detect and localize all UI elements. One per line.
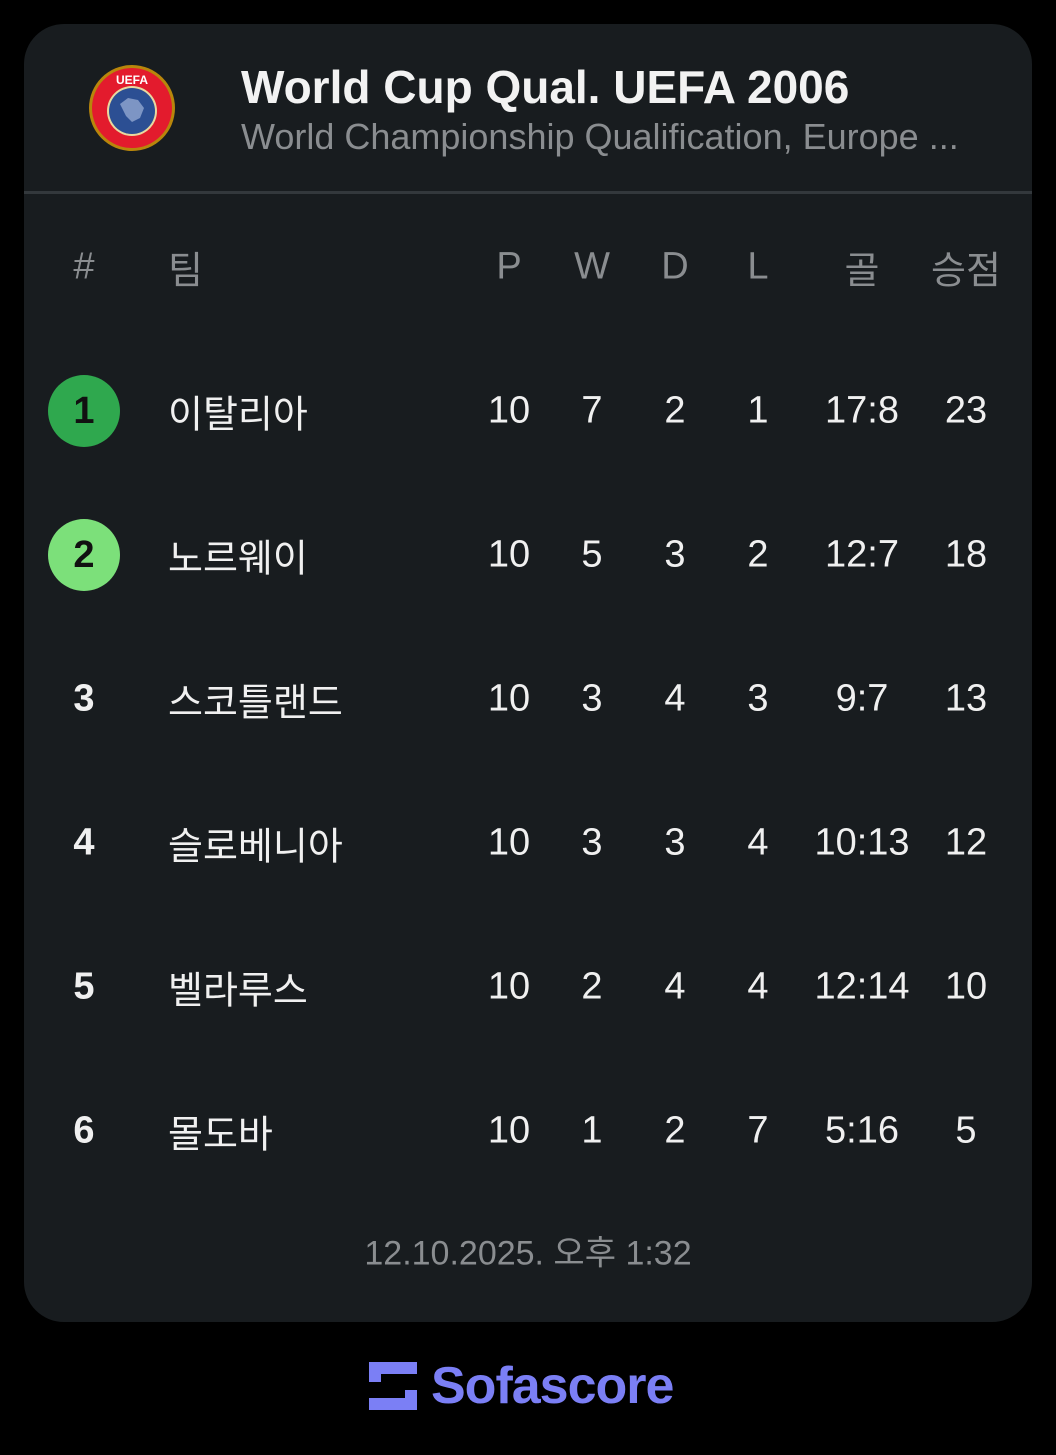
column-header-p[interactable]: P [496,245,522,288]
team-name[interactable]: 벨라루스 [168,970,308,1013]
stat-w: 2 [581,965,603,1008]
stat-pts: 23 [944,389,988,432]
team-name[interactable]: 스코틀랜드 [168,682,343,725]
column-header-team[interactable]: 팀 [168,250,203,293]
brand-name: Sofascore [431,1357,674,1415]
stat-d: 3 [664,821,686,864]
stat-goals: 17:8 [825,389,899,432]
rank: 4 [73,821,95,864]
stat-pts: 5 [955,1109,977,1152]
team-name[interactable]: 몰도바 [168,1114,273,1157]
column-header-w[interactable]: W [574,245,610,288]
stat-p: 10 [487,389,531,432]
stat-p: 10 [487,677,531,720]
standings-card: UEFA World Cup Qual. UEFA 2006 World Cha… [24,24,1032,1322]
stat-w: 3 [581,821,603,864]
stat-l: 2 [747,533,769,576]
stat-pts: 18 [944,533,988,576]
stat-l: 4 [747,821,769,864]
rank: 6 [73,1109,95,1152]
stat-p: 10 [487,1109,531,1152]
team-name[interactable]: 슬로베니아 [168,826,343,869]
stat-goals: 10:13 [814,821,910,864]
sofascore-logo-icon [369,1362,417,1410]
stat-w: 3 [581,677,603,720]
rank: 5 [73,965,95,1008]
stat-d: 4 [664,965,686,1008]
column-header-rank[interactable]: # [73,245,95,288]
rank-badge: 1 [48,375,120,447]
timestamp: 12.10.2025. 오후 1:32 [364,1234,692,1273]
stat-pts: 13 [944,677,988,720]
stat-d: 2 [664,389,686,432]
stat-w: 1 [581,1109,603,1152]
stat-goals: 12:14 [814,965,910,1008]
column-header-pts[interactable]: 승점 [931,250,1001,293]
stat-l: 7 [747,1109,769,1152]
team-name[interactable]: 노르웨이 [168,538,308,581]
stat-goals: 9:7 [835,677,889,720]
column-header-l[interactable]: L [747,245,769,288]
column-header-d[interactable]: D [661,245,689,288]
stat-d: 2 [664,1109,686,1152]
stat-d: 3 [664,533,686,576]
stat-l: 1 [747,389,769,432]
divider [24,191,1032,194]
rank-badge: 2 [48,519,120,591]
sofascore-brand: Sofascore [369,1356,674,1416]
stat-goals: 5:16 [825,1109,899,1152]
team-name[interactable]: 이탈리아 [168,394,308,437]
stat-goals: 12:7 [825,533,899,576]
stat-p: 10 [487,821,531,864]
stat-p: 10 [487,965,531,1008]
column-header-goals[interactable]: 골 [844,250,880,293]
stat-pts: 12 [944,821,988,864]
competition-title: World Cup Qual. UEFA 2006 [241,61,850,113]
stat-l: 4 [747,965,769,1008]
rank: 3 [73,677,95,720]
uefa-logo: UEFA [89,65,175,151]
stat-l: 3 [747,677,769,720]
competition-subtitle: World Championship Qualification, Europe… [241,116,959,157]
stat-d: 4 [664,677,686,720]
stat-w: 7 [581,389,603,432]
stat-pts: 10 [944,965,988,1008]
stat-p: 10 [487,533,531,576]
svg-text:UEFA: UEFA [116,73,148,87]
stat-w: 5 [581,533,603,576]
